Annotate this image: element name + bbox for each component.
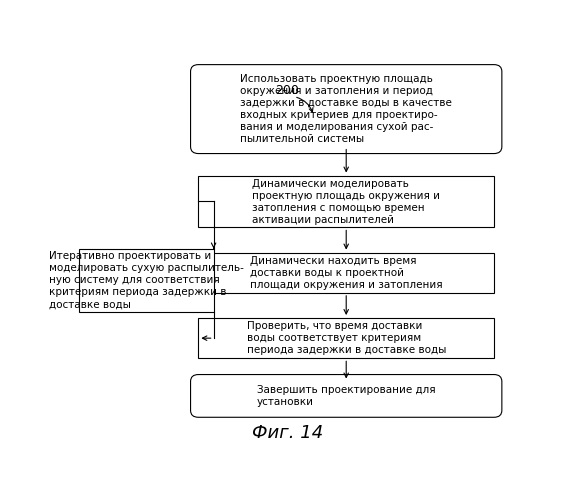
Text: 200: 200 xyxy=(275,84,300,98)
FancyBboxPatch shape xyxy=(191,64,502,154)
Text: Фиг. 14: Фиг. 14 xyxy=(252,424,323,442)
Text: Использовать проектную площадь
окружения и затопления и период
задержки в достав: Использовать проектную площадь окружения… xyxy=(240,74,452,144)
Text: Динамически моделировать
проектную площадь окружения и
затопления с помощью врем: Динамически моделировать проектную площа… xyxy=(252,178,440,224)
Text: Проверить, что время доставки
воды соответствует критериям
периода задержки в до: Проверить, что время доставки воды соотв… xyxy=(246,321,446,355)
FancyBboxPatch shape xyxy=(191,374,502,418)
FancyBboxPatch shape xyxy=(199,176,494,228)
Text: Итеративно проектировать и
моделировать сухую распылитель-
ную систему для соотв: Итеративно проектировать и моделировать … xyxy=(49,252,243,310)
Text: Завершить проектирование для
установки: Завершить проектирование для установки xyxy=(257,385,435,407)
FancyBboxPatch shape xyxy=(79,248,214,312)
FancyBboxPatch shape xyxy=(199,252,494,293)
FancyBboxPatch shape xyxy=(199,318,494,358)
Text: Динамически находить время
доставки воды к проектной
площади окружения и затопле: Динамически находить время доставки воды… xyxy=(250,256,443,290)
